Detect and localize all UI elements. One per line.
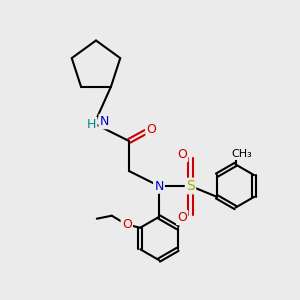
- Text: O: O: [177, 148, 187, 161]
- Text: H: H: [87, 118, 96, 131]
- Text: CH₃: CH₃: [232, 149, 253, 159]
- Text: S: S: [186, 179, 195, 193]
- Text: N: N: [154, 179, 164, 193]
- Text: N: N: [100, 115, 109, 128]
- Text: O: O: [147, 122, 156, 136]
- Text: O: O: [177, 211, 187, 224]
- Text: O: O: [122, 218, 132, 231]
